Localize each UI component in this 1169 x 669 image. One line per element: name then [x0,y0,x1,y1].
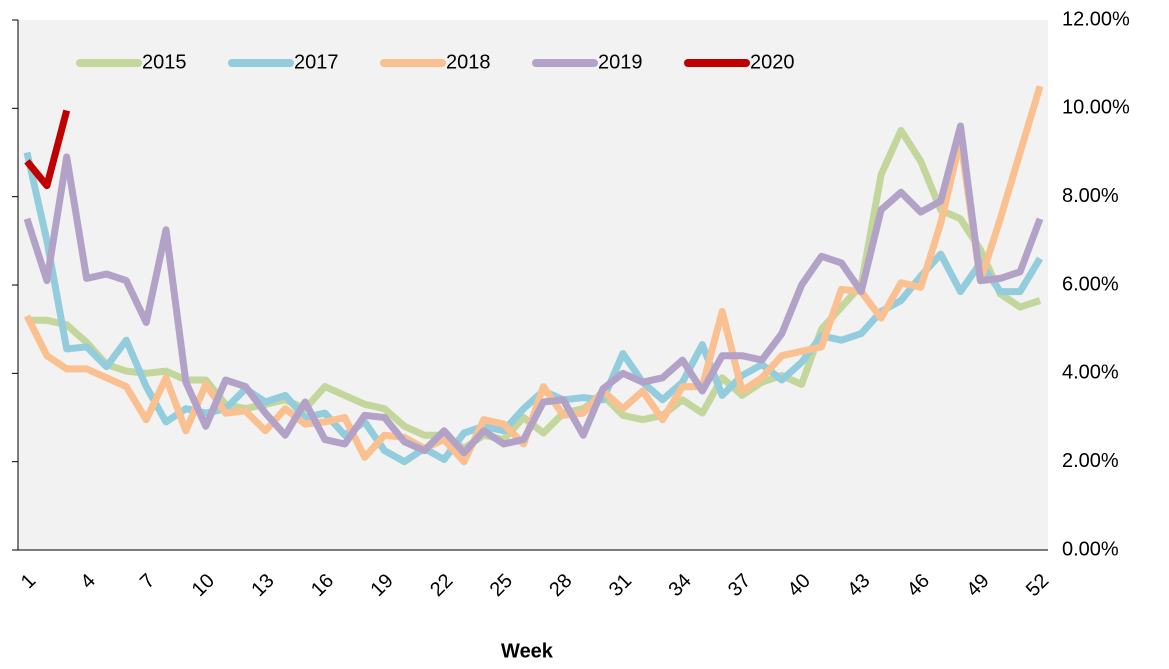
x-tick-label: 40 [784,570,815,601]
x-tick-label: 31 [605,570,636,601]
x-tick-label: 37 [724,570,755,601]
y-tick-label: 12.00% [1062,8,1130,30]
x-tick-label: 19 [367,570,398,601]
x-tick-label: 16 [307,570,338,601]
legend-label: 2019 [598,51,643,73]
y-tick-label: 10.00% [1062,97,1130,119]
y-tick-label: 4.00% [1062,362,1119,384]
x-tick-label: 10 [188,570,219,601]
x-tick-label: 52 [1022,570,1053,601]
x-tick-label: 43 [843,570,874,601]
y-tick-label: 6.00% [1062,273,1119,295]
x-tick-label: 4 [76,570,99,593]
x-tick-label: 46 [903,570,934,601]
plot-area [18,20,1048,550]
y-tick-label: 0.00% [1062,538,1119,560]
x-axis-title: Week [501,640,554,662]
y-tick-label: 2.00% [1062,450,1119,472]
legend-label: 2020 [750,51,795,73]
series-line [24,109,71,190]
legend-label: 2018 [446,51,491,73]
x-tick-label: 13 [247,570,278,601]
x-tick-label: 7 [136,570,159,593]
x-tick-label: 22 [426,570,457,601]
x-tick-label: 49 [962,570,993,601]
x-tick-label: 1 [17,570,40,593]
x-tick-label: 25 [486,570,517,601]
legend-label: 2015 [142,51,187,73]
y-tick-label: 8.00% [1062,185,1119,207]
x-tick-label: 34 [664,570,695,601]
x-tick-label: 28 [545,570,576,601]
series-line [23,122,1044,457]
legend-label: 2017 [294,51,339,73]
